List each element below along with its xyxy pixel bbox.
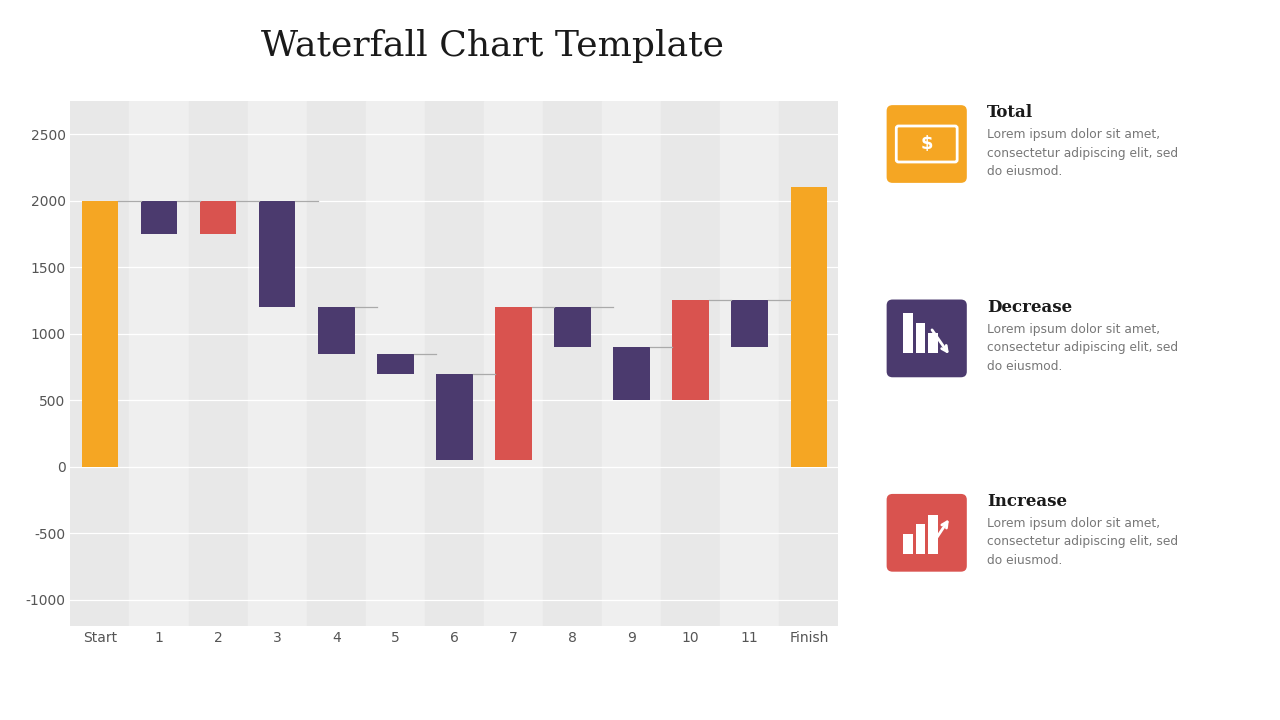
Bar bbox=[928, 333, 938, 353]
Bar bbox=[378, 354, 413, 374]
Bar bbox=[672, 400, 709, 467]
Bar bbox=[378, 374, 413, 467]
Text: Lorem ipsum dolor sit amet,
consectetur adipiscing elit, sed
do eiusmod.: Lorem ipsum dolor sit amet, consectetur … bbox=[987, 323, 1178, 372]
Text: Waterfall Chart Template: Waterfall Chart Template bbox=[261, 29, 724, 63]
Bar bbox=[662, 101, 721, 626]
Text: Total: Total bbox=[987, 104, 1033, 122]
Bar bbox=[247, 101, 307, 626]
Bar bbox=[928, 515, 938, 554]
Bar bbox=[495, 307, 531, 460]
Bar bbox=[366, 101, 425, 626]
Bar bbox=[307, 101, 366, 626]
Bar bbox=[317, 354, 355, 467]
Bar bbox=[495, 460, 531, 467]
FancyBboxPatch shape bbox=[887, 494, 966, 572]
Bar bbox=[915, 323, 925, 353]
Bar bbox=[259, 307, 296, 467]
Bar bbox=[613, 347, 650, 400]
Bar bbox=[554, 307, 591, 347]
Text: Increase: Increase bbox=[987, 493, 1068, 510]
Bar bbox=[200, 201, 237, 234]
Bar bbox=[70, 101, 129, 626]
Bar bbox=[554, 347, 591, 467]
Bar bbox=[484, 101, 543, 626]
Bar bbox=[915, 524, 925, 554]
FancyBboxPatch shape bbox=[887, 300, 966, 377]
Bar bbox=[141, 201, 178, 234]
Bar bbox=[613, 400, 650, 467]
Bar bbox=[780, 101, 838, 626]
Bar bbox=[672, 300, 709, 400]
Bar bbox=[602, 101, 662, 626]
FancyBboxPatch shape bbox=[887, 105, 966, 183]
Bar bbox=[141, 234, 178, 467]
Bar bbox=[791, 187, 827, 467]
Bar bbox=[543, 101, 602, 626]
Text: Lorem ipsum dolor sit amet,
consectetur adipiscing elit, sed
do eiusmod.: Lorem ipsum dolor sit amet, consectetur … bbox=[987, 517, 1178, 567]
Text: Decrease: Decrease bbox=[987, 299, 1073, 316]
Bar bbox=[425, 101, 484, 626]
Bar bbox=[200, 234, 237, 467]
Bar bbox=[731, 347, 768, 467]
Bar bbox=[129, 101, 188, 626]
Bar bbox=[436, 460, 472, 467]
Text: Lorem ipsum dolor sit amet,
consectetur adipiscing elit, sed
do eiusmod.: Lorem ipsum dolor sit amet, consectetur … bbox=[987, 128, 1178, 178]
Bar bbox=[82, 201, 118, 467]
Text: $: $ bbox=[920, 135, 933, 153]
Bar bbox=[902, 534, 913, 554]
Bar bbox=[317, 307, 355, 354]
Bar bbox=[721, 101, 780, 626]
Bar bbox=[259, 201, 296, 307]
Bar bbox=[731, 300, 768, 347]
Bar bbox=[188, 101, 247, 626]
Bar bbox=[902, 313, 913, 353]
Bar bbox=[436, 374, 472, 460]
